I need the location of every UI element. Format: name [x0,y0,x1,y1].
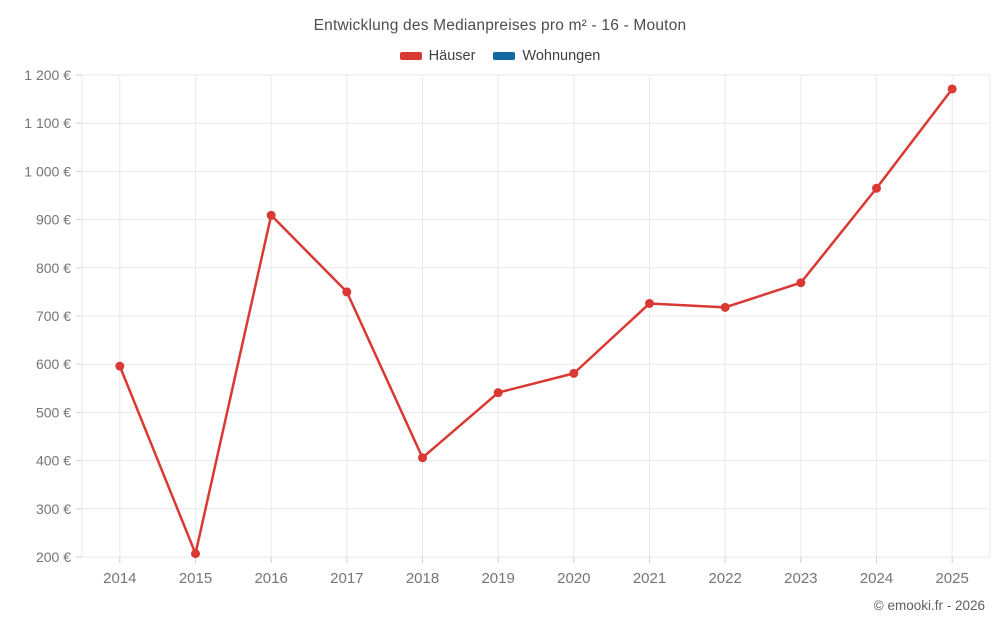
x-tick-label: 2017 [330,570,363,587]
y-tick-label: 500 € [36,404,71,420]
legend-label-haeuser: Häuser [428,48,476,64]
data-point[interactable] [569,368,579,378]
x-tick-label: 2014 [103,570,136,587]
x-tick-label: 2018 [406,570,439,587]
copyright: © emooki.fr - 2026 [873,598,985,613]
wohnungen-swatch-icon [493,52,516,60]
y-tick-label: 600 € [36,356,71,372]
haeuser-swatch-icon [399,52,422,60]
series-line-häuser [118,87,954,555]
data-point[interactable] [493,388,503,398]
x-tick-label: 2015 [179,570,212,587]
data-point[interactable] [872,183,881,193]
data-point[interactable] [720,302,730,312]
legend-item-haeuser[interactable]: Häuser [399,48,476,64]
data-point[interactable] [796,278,806,288]
x-tick-label: 2025 [935,570,968,587]
x-tick-label: 2022 [708,570,741,587]
x-tick-label: 2023 [784,570,817,587]
x-tick-label: 2016 [254,570,287,587]
y-tick-label: 1 200 € [24,67,71,83]
legend-item-wohnungen[interactable]: Wohnungen [493,48,600,64]
y-tick-label: 700 € [36,308,71,324]
legend-label-wohnungen: Wohnungen [522,48,601,64]
data-point[interactable] [645,298,654,308]
y-tick-label: 1 100 € [24,115,71,131]
y-tick-label: 1 000 € [24,163,71,179]
y-tick-label: 900 € [36,212,71,228]
data-point[interactable] [418,453,427,463]
x-tick-label: 2024 [860,570,893,587]
y-tick-label: 800 € [36,260,71,276]
data-point[interactable] [191,549,200,559]
legend: Häuser Wohnungen [0,48,1000,64]
y-tick-label: 400 € [36,453,71,469]
x-tick-label: 2020 [557,570,590,587]
data-point[interactable] [342,287,352,297]
x-tick-label: 2021 [633,570,666,587]
y-tick-label: 300 € [36,501,71,517]
data-point[interactable] [115,361,125,371]
data-point[interactable] [266,210,276,220]
y-tick-label: 200 € [36,549,71,565]
data-point[interactable] [947,84,957,94]
chart-title: Entwicklung des Medianpreises pro m² - 1… [313,17,687,34]
x-tick-label: 2019 [481,570,514,587]
